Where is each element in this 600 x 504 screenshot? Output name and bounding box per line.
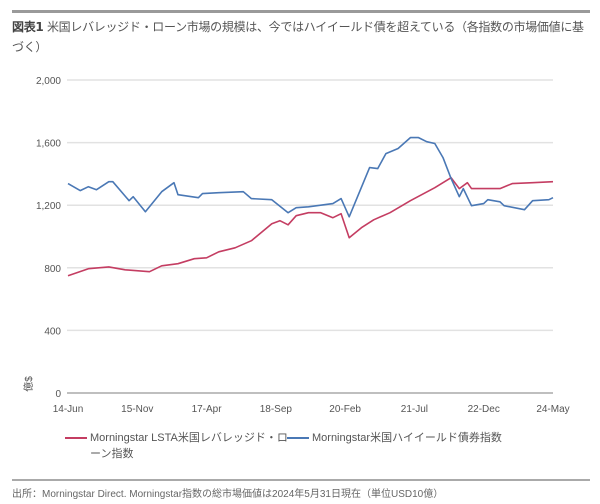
x-tick-label: 14-Jun (53, 404, 84, 415)
top-rule (12, 10, 590, 13)
x-tick-label: 24-May (536, 404, 569, 415)
x-tick-label: 21-Jul (401, 404, 428, 415)
y-tick-label: 400 (44, 326, 61, 337)
legend-item-high-yield: Morningstar米国ハイイールド債券指数 (287, 430, 502, 446)
x-tick-label: 18-Sep (260, 404, 293, 415)
y-tick-label: 1,200 (36, 201, 61, 212)
legend-swatch-blue (287, 437, 309, 439)
title-text: 米国レバレッジド・ローン市場の規模は、今ではハイイールド債を超えている（各指数の… (12, 20, 584, 54)
series-line-leveraged-loan (67, 176, 554, 277)
chart-title: 図表1 米国レバレッジド・ローン市場の規模は、今ではハイイールド債を超えている（… (12, 17, 592, 57)
y-tick-label: 1,600 (36, 139, 61, 150)
y-tick-label: 800 (44, 264, 61, 275)
y-tick-label: 0 (55, 389, 61, 400)
legend-item-leveraged-loan: Morningstar LSTA米国レバレッジド・ローン指数 (65, 430, 295, 462)
x-tick-label: 15-Nov (121, 404, 153, 415)
source-note: 出所：Morningstar Direct. Morningstar指数の総市場… (12, 489, 444, 500)
x-tick-label: 22-Dec (468, 404, 500, 415)
legend-swatch-red (65, 437, 87, 439)
x-tick-label: 20-Feb (329, 404, 361, 415)
legend-label: Morningstar米国ハイイールド債券指数 (312, 432, 502, 444)
y-tick-label: 2,000 (36, 76, 61, 87)
legend-label: Morningstar LSTA米国レバレッジド・ローン指数 (90, 432, 288, 460)
y-axis-label: 億$ (22, 376, 35, 392)
bottom-rule (12, 479, 590, 481)
line-chart: 0 400 800 1,200 1,600 2,000 14-Jun 15-Nov 17-Ap… (22, 76, 570, 415)
x-tick-label: 17-Apr (192, 404, 223, 415)
series-line-high-yield (67, 136, 554, 218)
figure-label: 図表1 (12, 20, 44, 34)
